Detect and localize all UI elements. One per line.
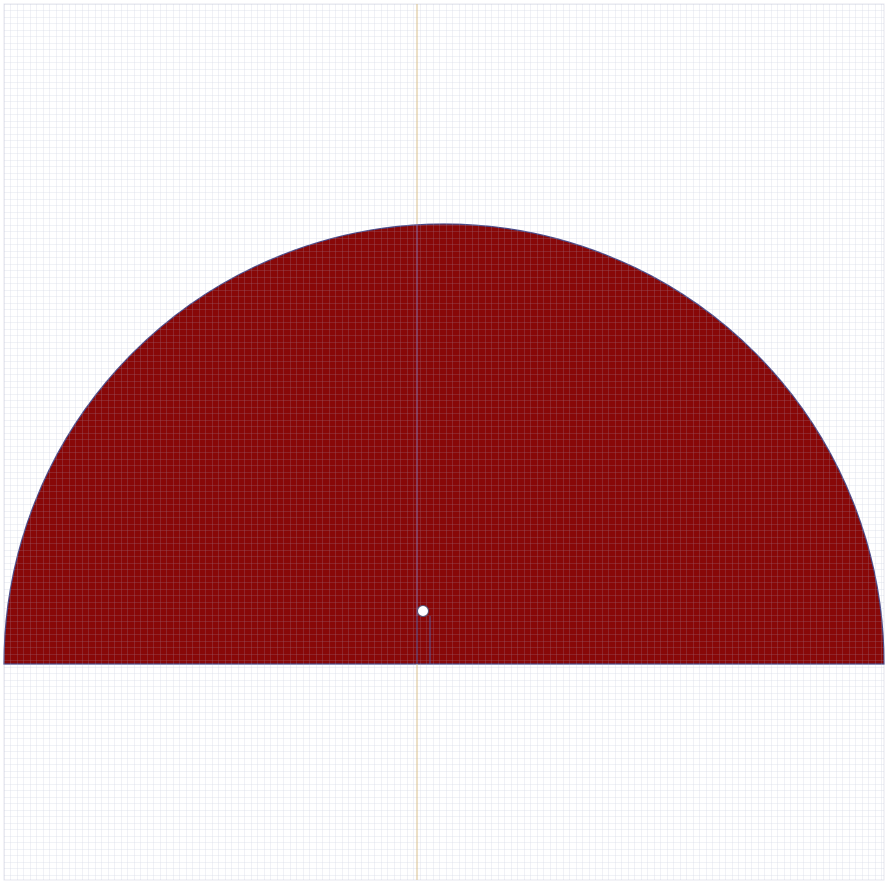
grid	[4, 4, 884, 880]
origin-point[interactable]	[417, 605, 429, 617]
